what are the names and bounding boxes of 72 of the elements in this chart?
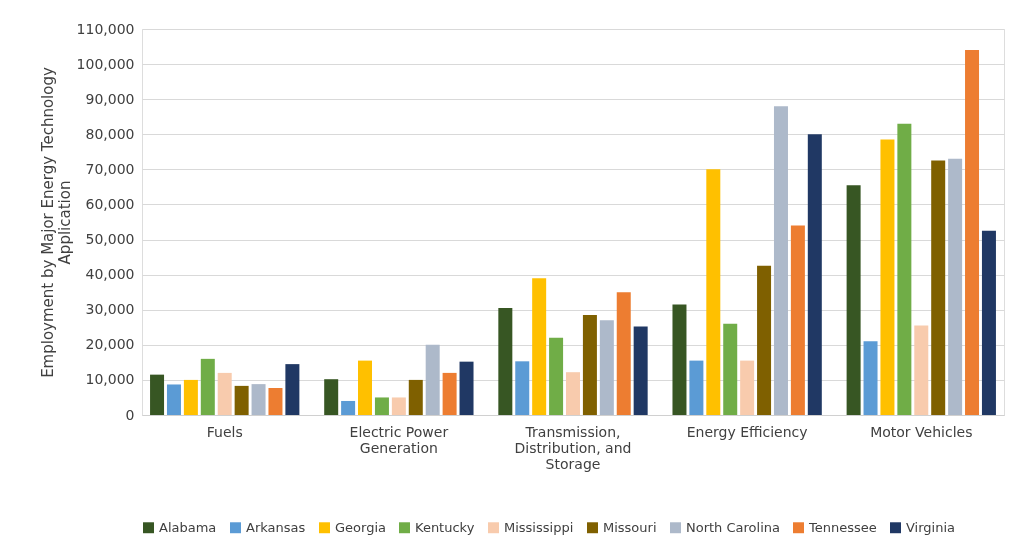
bar [897,123,912,415]
bar [633,326,648,415]
y-tick-label: 110,000 [76,20,135,37]
legend-label: Mississippi [504,519,574,535]
y-tick-label: 30,000 [85,301,135,318]
bar [616,292,631,415]
y-tick-label: 100,000 [76,55,135,72]
bar [442,372,457,415]
bar [285,364,300,415]
legend-label: Georgia [335,519,386,535]
bar [914,325,929,415]
legend-label: North Carolina [686,519,780,535]
bar [672,304,687,415]
bar [408,379,423,415]
bar [166,384,181,415]
bar [706,169,721,415]
bar [880,139,895,415]
bar [498,307,513,415]
y-tick-label: 50,000 [85,231,135,248]
bar [549,337,564,415]
y-axis-title: Employment by Major Energy Technology Application [38,67,74,378]
y-tick-label: 10,000 [85,371,135,388]
y-tick-label: 80,000 [85,125,135,142]
y-tick-label: 70,000 [85,160,135,177]
bar [931,160,946,415]
bar [757,265,772,415]
x-tick-label: Energy Efficiency [686,423,808,440]
bar [566,372,580,415]
bar [599,320,614,415]
bar [773,106,788,415]
bar [234,385,249,415]
x-tick-label: Fuels [206,423,243,440]
bar [391,397,406,415]
bar [425,344,440,415]
bar [200,358,215,415]
bar [723,323,738,415]
bar [863,341,878,415]
legend-label: Missouri [603,519,657,535]
bar [341,400,356,415]
bar [846,185,861,415]
x-tick-label: Electric Power Generation [349,423,449,456]
bar [689,360,704,415]
bar [183,379,198,415]
bar [251,384,266,415]
y-tick-label: 20,000 [85,336,135,353]
x-tick-label: Transmission, Distribution, and Storage [514,423,632,472]
bar [740,360,755,415]
bar [459,361,474,415]
y-tick-label: 0 [125,406,135,423]
legend-label: Alabama [159,519,217,535]
bar [515,361,530,415]
legend-label: Kentucky [415,519,475,535]
bar [268,387,283,415]
legend-label: Tennessee [808,519,877,535]
bar [948,158,963,415]
x-tick-label: Motor Vehicles [870,423,973,440]
legend-label: Arkansas [246,519,306,535]
bar [324,379,339,415]
bar [358,360,373,415]
bar [374,397,389,415]
y-tick-label: 90,000 [85,90,135,107]
bar [965,50,980,415]
y-tick-label: 60,000 [85,195,135,212]
bar [807,134,822,415]
y-tick-label: 40,000 [85,266,135,283]
bar [790,225,805,415]
bar [217,372,232,415]
bar [150,374,165,415]
legend-label: Virginia [906,519,956,535]
bar [532,278,547,415]
bar [582,314,597,415]
bar [981,230,996,415]
